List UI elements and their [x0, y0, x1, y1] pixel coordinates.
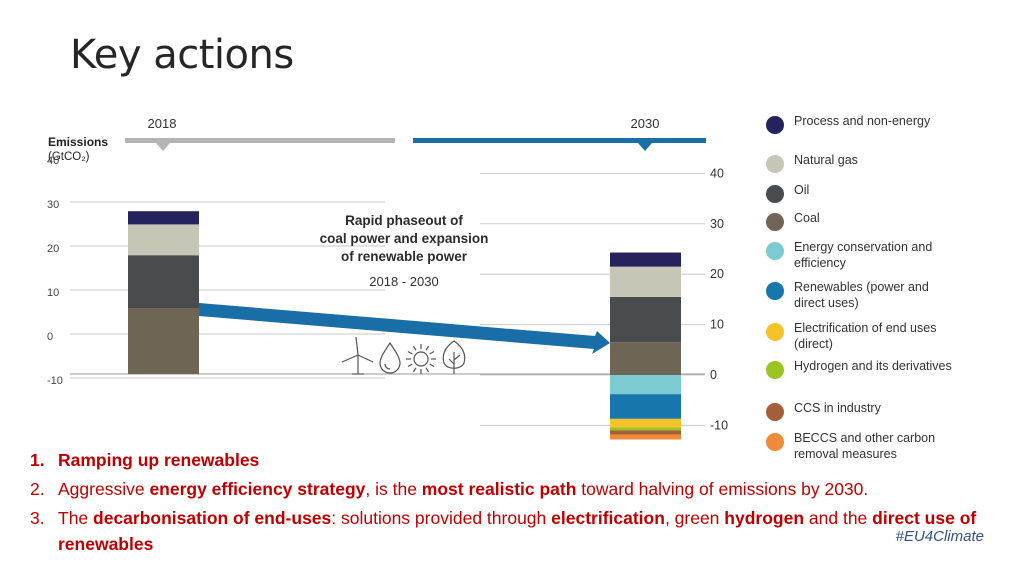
legend-item-beccs: BECCS and other carbon removal measures: [766, 430, 954, 462]
legend-item-ccs_industry: CCS in industry: [766, 400, 954, 421]
legend-item-hydrogen: Hydrogen and its derivatives: [766, 358, 954, 379]
y-tick-right: 30: [710, 217, 724, 231]
y-tick-right: 20: [710, 267, 724, 281]
annotation-line: coal power and expansion: [320, 231, 489, 246]
y-tick-left: 30: [47, 199, 59, 211]
slide-title: Key actions: [70, 32, 294, 78]
legend-label: Natural gas: [794, 153, 858, 167]
bar-2030-process_non_energy: [610, 252, 681, 267]
legend-swatch: [766, 323, 784, 341]
action-text: and the: [804, 508, 873, 528]
action-text: hydrogen: [724, 508, 805, 528]
emissions-chart: 2018 2030Emissions(GtCO₂)403020100-104030…: [47, 116, 728, 440]
action-text: : solutions provided through: [331, 508, 552, 528]
y-axis-label: Emissions: [48, 135, 108, 149]
hashtag: #EU4Climate: [895, 528, 984, 545]
legend-swatch: [766, 403, 784, 421]
action-item-3: 3. The decarbonisation of end-uses: solut…: [30, 505, 990, 557]
y-axis-unit: (GtCO₂): [48, 151, 90, 163]
legend-swatch: [766, 213, 784, 231]
legend-swatch: [766, 282, 784, 300]
annotation-line: Rapid phaseout of: [345, 213, 463, 228]
legend-swatch: [766, 155, 784, 173]
action-item-1: 1. Ramping up renewables: [30, 447, 990, 473]
y-tick-right: 10: [710, 318, 724, 332]
bar-2030-energy_conservation: [610, 375, 681, 395]
action-text: toward halving of emissions by 2030.: [576, 479, 869, 499]
legend-item-oil: Oil: [766, 182, 954, 203]
timeline-2030: [413, 138, 706, 143]
action-text: decarbonisation of end-uses: [93, 508, 332, 528]
action-text: most realistic path: [421, 479, 577, 499]
key-actions-list: 1. Ramping up renewables 2. Aggressive ener…: [30, 447, 990, 560]
y-tick-right: -10: [710, 418, 728, 432]
legend-label: Renewables (power and direct uses): [794, 280, 929, 310]
bar-2030-beccs: [610, 434, 681, 440]
wind-turbine-icon: [341, 336, 374, 375]
legend-label: BECCS and other carbon removal measures: [794, 431, 936, 461]
bar-2030-ccs_industry: [610, 430, 681, 435]
bar-2018-coal: [128, 308, 199, 374]
bar-2030-renewables: [610, 394, 681, 419]
action-number: 1.: [30, 450, 45, 470]
action-text: energy efficiency strategy: [149, 479, 366, 499]
legend-item-electrification: Electrification of end uses (direct): [766, 320, 954, 352]
bar-2030-hydrogen: [610, 427, 681, 431]
legend-swatch: [766, 433, 784, 451]
y-tick-left: 10: [47, 287, 59, 299]
bar-2030-electrification: [610, 418, 681, 428]
legend-label: Hydrogen and its derivatives: [794, 359, 952, 373]
action-text: Ramping up renewables: [58, 450, 260, 470]
action-text: , is the: [365, 479, 422, 499]
bar-2018-natural_gas: [128, 224, 199, 256]
legend-label: CCS in industry: [794, 401, 881, 415]
timeline-2030-marker: [638, 143, 652, 151]
annotation-line: of renewable power: [341, 249, 468, 264]
legend-swatch: [766, 361, 784, 379]
action-item-2: 2. Aggressive energy efficiency strategy,…: [30, 476, 990, 502]
year-label-2030: 2030: [631, 116, 660, 131]
legend-label: Process and non-energy: [794, 114, 931, 128]
timeline-2018: [125, 138, 395, 143]
y-tick-left: 0: [47, 331, 53, 343]
legend-item-coal: Coal: [766, 210, 954, 231]
legend-item-energy_conservation: Energy conservation and efficiency: [766, 239, 954, 271]
bar-2030-coal: [610, 342, 681, 375]
legend-label: Coal: [794, 211, 820, 225]
legend-item-renewables: Renewables (power and direct uses): [766, 279, 954, 311]
legend-item-natural_gas: Natural gas: [766, 152, 954, 173]
action-number: 3.: [30, 508, 45, 528]
bar-2018-oil: [128, 255, 199, 308]
legend-item-process_non_energy: Process and non-energy: [766, 113, 954, 134]
annotation-period: 2018 - 2030: [369, 274, 438, 289]
year-label-2018: 2018: [148, 116, 177, 131]
action-text: Aggressive: [58, 479, 150, 499]
legend-label: Energy conservation and efficiency: [794, 240, 933, 270]
y-tick-left: 40: [47, 155, 59, 167]
action-text: , green: [664, 508, 725, 528]
bar-2018-process_non_energy: [128, 211, 199, 225]
y-tick-left: 20: [47, 243, 59, 255]
action-text: electrification: [551, 508, 665, 528]
action-number: 2.: [30, 479, 45, 499]
sun-icon: [406, 344, 436, 374]
timeline-2018-marker: [156, 143, 170, 151]
action-text: direct use of renewables: [58, 508, 977, 554]
tree-icon: [442, 340, 466, 374]
legend-swatch: [766, 116, 784, 134]
y-tick-left: -10: [47, 375, 63, 387]
legend-label: Oil: [794, 183, 810, 197]
legend-swatch: [766, 185, 784, 203]
bar-2030-oil: [610, 296, 681, 343]
bar-2030-natural_gas: [610, 266, 681, 297]
y-tick-right: 40: [710, 166, 724, 180]
water-drop-icon: [379, 341, 401, 374]
transition-arrow: [199, 303, 610, 354]
legend-swatch: [766, 242, 784, 260]
action-text: The: [58, 508, 94, 528]
y-tick-right: 0: [710, 368, 717, 382]
legend-label: Electrification of end uses (direct): [794, 321, 937, 351]
